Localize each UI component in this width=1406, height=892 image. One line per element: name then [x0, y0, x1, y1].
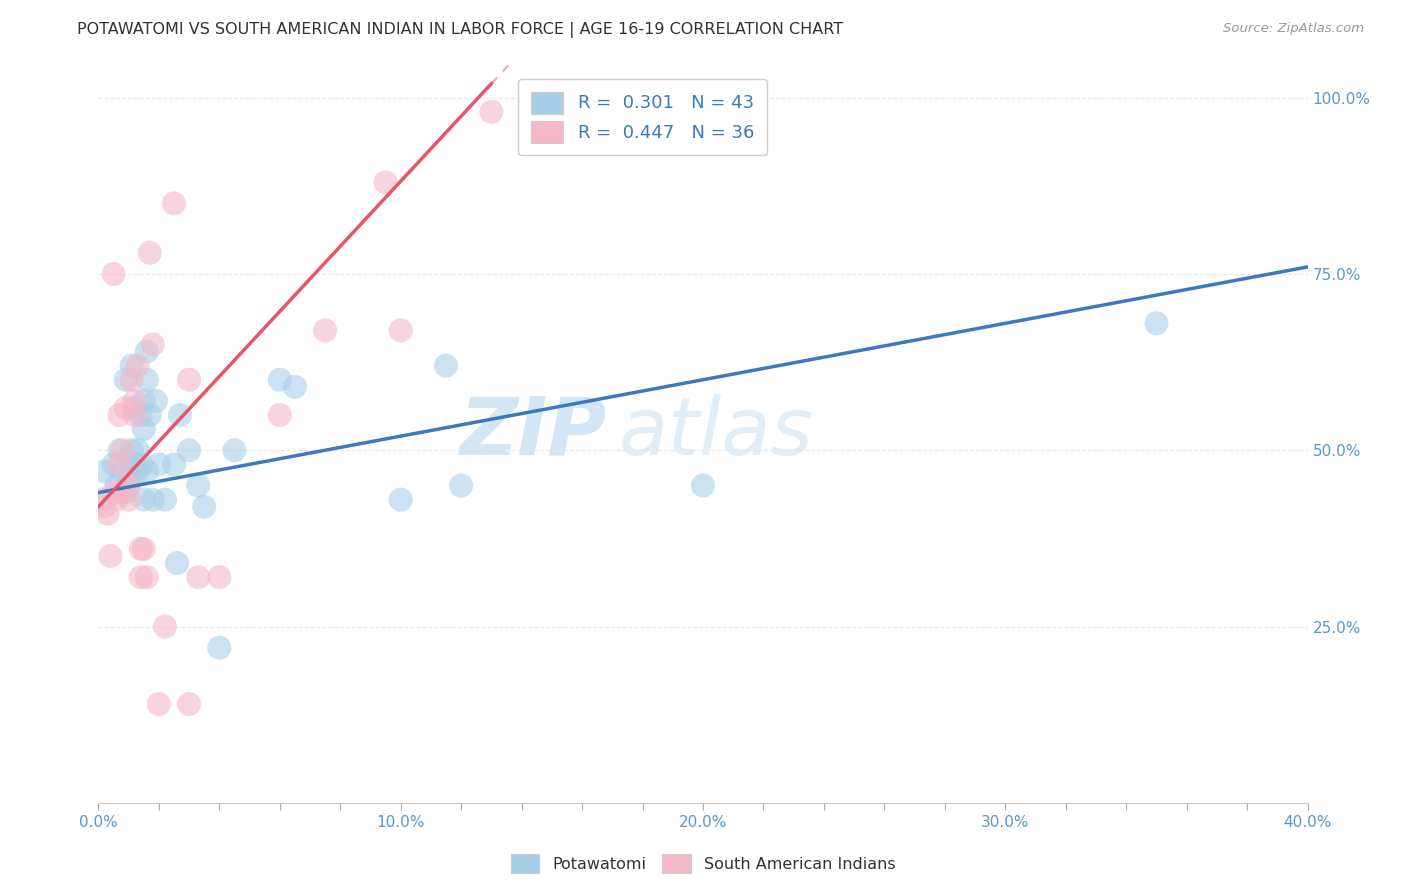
Point: [142, 337, 165, 351]
Point: [132, 492, 155, 507]
Point: [135, 344, 157, 359]
Point: [139, 245, 162, 260]
Point: [208, 640, 231, 655]
Point: [124, 393, 146, 408]
Point: [96, 507, 118, 521]
Point: [108, 443, 131, 458]
Point: [129, 570, 152, 584]
Point: [153, 492, 176, 507]
Point: [179, 697, 201, 711]
Point: [129, 541, 152, 556]
Legend: Potawatomi, South American Indians: Potawatomi, South American Indians: [505, 847, 901, 880]
Point: [187, 478, 209, 492]
Point: [166, 556, 188, 570]
Text: Source: ZipAtlas.com: Source: ZipAtlas.com: [1223, 22, 1364, 36]
Point: [111, 443, 134, 458]
Text: atlas: atlas: [619, 393, 813, 472]
Point: [692, 478, 714, 492]
Point: [121, 359, 143, 373]
Legend: R =  0.301   N = 43, R =  0.447   N = 36: R = 0.301 N = 43, R = 0.447 N = 36: [519, 78, 766, 155]
Text: ZIP: ZIP: [458, 393, 606, 472]
Point: [269, 408, 291, 422]
Point: [148, 697, 170, 711]
Point: [374, 175, 396, 189]
Point: [169, 408, 191, 422]
Point: [108, 408, 131, 422]
Point: [100, 549, 122, 563]
Point: [105, 478, 128, 492]
Point: [284, 380, 307, 394]
Text: POTAWATOMI VS SOUTH AMERICAN INDIAN IN LABOR FORCE | AGE 16-19 CORRELATION CHART: POTAWATOMI VS SOUTH AMERICAN INDIAN IN L…: [77, 22, 844, 38]
Point: [450, 478, 472, 492]
Point: [90, 492, 112, 507]
Point: [114, 485, 136, 500]
Point: [118, 471, 141, 485]
Point: [135, 570, 157, 584]
Point: [389, 492, 412, 507]
Point: [114, 401, 136, 415]
Point: [224, 443, 246, 458]
Point: [124, 401, 146, 415]
Point: [179, 443, 201, 458]
Point: [105, 492, 128, 507]
Point: [118, 478, 141, 492]
Point: [124, 408, 146, 422]
Point: [1144, 316, 1167, 330]
Point: [121, 443, 143, 458]
Point: [129, 408, 152, 422]
Point: [135, 373, 157, 387]
Point: [163, 196, 186, 211]
Point: [118, 492, 141, 507]
Point: [129, 458, 152, 472]
Point: [127, 359, 149, 373]
Point: [135, 464, 157, 478]
Point: [114, 373, 136, 387]
Point: [179, 373, 201, 387]
Point: [111, 485, 134, 500]
Point: [481, 104, 503, 119]
Point: [314, 323, 336, 337]
Point: [127, 464, 149, 478]
Point: [434, 359, 457, 373]
Point: [269, 373, 291, 387]
Point: [163, 458, 186, 472]
Point: [132, 422, 155, 436]
Point: [187, 570, 209, 584]
Point: [103, 485, 125, 500]
Point: [111, 464, 134, 478]
Point: [103, 267, 125, 281]
Point: [153, 619, 176, 633]
Point: [389, 323, 412, 337]
Point: [118, 478, 141, 492]
Point: [148, 458, 170, 472]
Point: [132, 393, 155, 408]
Point: [93, 464, 115, 478]
Point: [139, 408, 162, 422]
Point: [127, 443, 149, 458]
Point: [93, 500, 115, 514]
Point: [121, 373, 143, 387]
Point: [108, 458, 131, 472]
Point: [132, 541, 155, 556]
Point: [103, 458, 125, 472]
Point: [142, 492, 165, 507]
Point: [193, 500, 215, 514]
Point: [124, 458, 146, 472]
Point: [145, 393, 167, 408]
Point: [208, 570, 231, 584]
